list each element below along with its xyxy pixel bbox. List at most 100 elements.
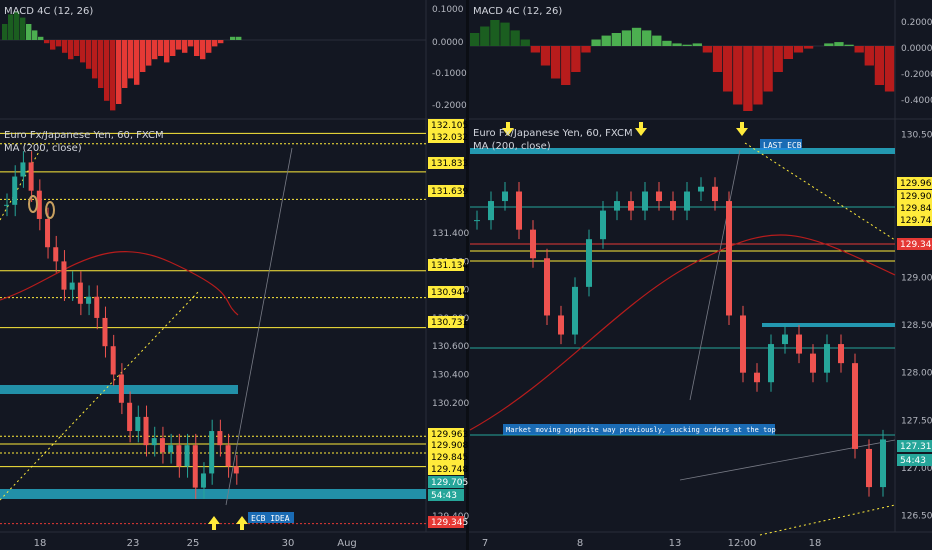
left-time-tick-label: 18 [34,538,47,549]
left-candle [28,162,34,191]
left-candle [45,218,51,248]
right-macd-bar [611,33,621,46]
left-price-tick-label: 130.600 [432,342,469,352]
left-level-tag-label: 54:43 [431,491,457,501]
right-macd-bar [834,42,844,46]
left-pane [0,0,466,550]
left-level-tag-label: 130.944 [431,288,468,298]
right-candle [838,344,844,364]
left-highlight-ellipse [45,201,55,219]
right-candle [726,201,732,316]
right-time-tick-label: 12:00 [728,538,757,549]
right-time-tick-label: 13 [669,538,682,549]
right-candle [516,191,522,230]
right-macd-bar [803,46,814,49]
left-macd-bar [200,40,206,60]
right-macd-tick-label: -0.4000 [901,96,932,106]
left-macd-bar [206,40,212,53]
left-candle [118,374,124,403]
left-macd-bar [236,36,242,40]
right-macd-bar [824,43,834,46]
right-candle [684,191,690,211]
left-level-tag [428,185,464,197]
left-candle [184,445,190,467]
left-macd-bar [92,40,98,79]
left-level-tag-label: 129.705 [431,478,468,488]
left-candle [159,438,165,453]
left-candle [61,261,67,290]
right-candle [502,191,508,202]
left-macd-tick-label: -0.1000 [432,69,467,79]
left-macd-bar [80,40,86,63]
left-annotation-box [248,512,294,523]
left-macd-bar [182,40,188,53]
left-level-tag-label: 129.845 [431,453,468,463]
right-ma-line [469,234,896,431]
right-level-tag-label: 129.908 [900,192,932,202]
left-level-tag [428,439,464,451]
left-macd-bar [212,40,218,47]
left-macd-bar [68,40,74,60]
left-macd-bar [128,40,134,79]
left-macd-bar [194,40,200,56]
right-macd-bar [662,40,672,46]
right-time-tick-label: 8 [577,538,583,549]
arrow-down-icon [502,122,514,136]
left-macd-bar [20,17,26,40]
left-macd-bar [86,40,92,69]
right-candle [810,353,816,373]
right-macd-bar [591,39,601,46]
right-candle [796,334,802,354]
left-macd-bar [176,40,182,50]
right-candle [824,344,830,373]
right-level-tag [897,238,932,250]
right-candle [754,372,760,383]
right-projection-line [689,149,741,401]
right-candle [670,201,676,211]
left-macd-bar [152,40,158,60]
right-level-tag-label: 129.963 [900,179,932,189]
right-macd-bar [601,35,611,46]
right-price-tick-label: 127.000 [901,464,932,474]
right-candle [628,201,634,211]
left-level-tag-label: 129.748 [431,465,468,475]
left-candle [217,431,223,446]
pane-divider [466,0,469,550]
right-price-tick-label: 129.000 [901,273,932,283]
right-trendline [759,504,896,536]
right-pane [469,0,932,550]
left-annotation-label: ECB IDEA [251,514,290,523]
left-level-tag-label: 131.833 [431,159,468,169]
right-candle [642,191,648,211]
left-level-tag-label: 130.731 [431,318,468,328]
left-candle [20,162,26,177]
left-macd-tick-label: -0.2000 [432,101,467,111]
left-candle [192,445,198,488]
right-macd-tick-label: 0.0000 [901,44,932,54]
right-annotation-top-label: LAST ECB [763,141,802,150]
right-macd-bar [672,43,682,46]
left-candle [102,317,108,347]
right-candle [740,315,746,373]
left-macd-bar [56,40,62,47]
left-ma-line [0,251,239,316]
left-level-tag [428,463,464,475]
right-price-tick-label: 128.500 [901,321,932,331]
right-candle [712,186,718,202]
left-macd-tick-label: 0.1000 [432,5,464,15]
right-candle [656,191,662,202]
right-candle [782,334,788,345]
left-trendline [0,149,41,221]
left-level-tag-label: 129.963 [431,430,468,440]
left-candle [233,466,239,474]
right-price-tick-label: 130.500 [901,130,932,140]
left-macd-bar [134,40,140,85]
right-macd-bar [510,30,520,46]
right-macd-bar [743,46,753,111]
left-macd-bar [32,30,38,40]
left-ma-label: MA (200, close) [4,143,82,154]
left-macd-bar [104,40,110,101]
left-macd-bar [2,24,8,40]
right-level-tag [897,177,932,189]
